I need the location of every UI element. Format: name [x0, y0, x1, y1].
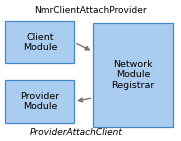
Text: ProviderAttachClient: ProviderAttachClient: [30, 128, 123, 137]
FancyBboxPatch shape: [93, 23, 173, 127]
Text: Provider
Module: Provider Module: [20, 92, 59, 111]
Text: NmrClientAttachProvider: NmrClientAttachProvider: [34, 6, 147, 15]
Text: Client
Module: Client Module: [23, 33, 57, 52]
Text: Network
Module
Registrar: Network Module Registrar: [111, 60, 155, 90]
FancyBboxPatch shape: [5, 80, 74, 123]
FancyBboxPatch shape: [5, 21, 74, 63]
